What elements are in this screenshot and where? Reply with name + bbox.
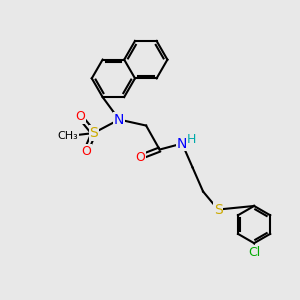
Text: N: N — [177, 136, 187, 151]
Text: H: H — [187, 133, 196, 146]
Text: O: O — [81, 145, 91, 158]
Text: O: O — [75, 110, 85, 123]
Text: Cl: Cl — [248, 246, 260, 259]
Text: CH₃: CH₃ — [58, 131, 79, 141]
Text: S: S — [89, 126, 98, 140]
Text: S: S — [214, 202, 223, 217]
Text: O: O — [135, 151, 145, 164]
Text: N: N — [114, 112, 124, 127]
